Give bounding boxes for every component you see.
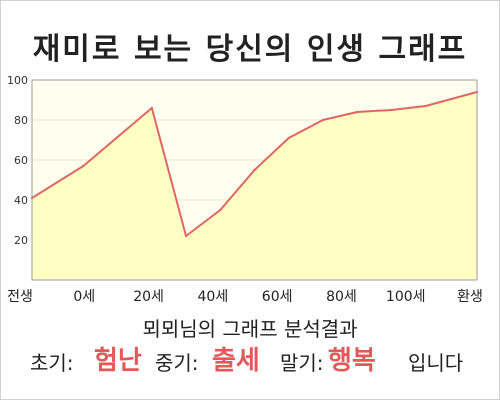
y-tick-label: 60: [14, 154, 28, 167]
data-point: [253, 168, 256, 172]
life-graph-chart: 20 40 60 80 100 전생 0세 20세 40세 60세 80세 100세 환생: [7, 74, 483, 305]
x-tick-label: 20세: [133, 289, 164, 305]
x-tick-label: 0세: [73, 289, 95, 305]
data-point: [150, 106, 154, 110]
y-tick-labels: 20 40 60 80 100: [7, 74, 28, 247]
x-tick-label: 60세: [262, 289, 293, 305]
data-point: [184, 234, 188, 238]
y-tick-label: 80: [14, 114, 28, 127]
data-point: [82, 164, 85, 168]
middle-value: 출세: [212, 346, 260, 376]
middle-label: 중기:: [155, 351, 199, 375]
y-tick-label: 20: [14, 234, 28, 247]
x-tick-label: 환생: [457, 289, 483, 305]
x-tick-label: 40세: [198, 289, 229, 305]
result-suffix: 입니다: [408, 351, 464, 375]
data-point: [219, 208, 222, 212]
late-value: 행복: [328, 346, 376, 376]
data-point: [287, 136, 290, 140]
data-point: [321, 118, 325, 122]
y-tick-label: 40: [14, 194, 28, 207]
life-area-fill: [32, 92, 477, 280]
y-tick-label: 100: [7, 74, 28, 87]
x-tick-label: 전생: [7, 289, 33, 305]
life-line: [31, 91, 478, 237]
plot-border: [31, 79, 478, 281]
early-value: 험난: [94, 346, 142, 376]
x-tick-label: 100세: [386, 289, 426, 305]
x-tick-labels: 전생 0세 20세 40세 60세 80세 100세 환생: [7, 289, 483, 305]
late-label: 말기:: [280, 351, 324, 375]
x-tick-label: 80세: [326, 289, 357, 305]
analysis-heading: 뫼뫼님의 그래프 분석결과: [142, 317, 358, 341]
early-label: 초기:: [30, 351, 74, 375]
page-title: 재미로 보는 당신의 인생 그래프: [32, 32, 468, 67]
data-point: [355, 110, 359, 114]
data-point: [390, 108, 393, 112]
data-point: [424, 104, 427, 108]
